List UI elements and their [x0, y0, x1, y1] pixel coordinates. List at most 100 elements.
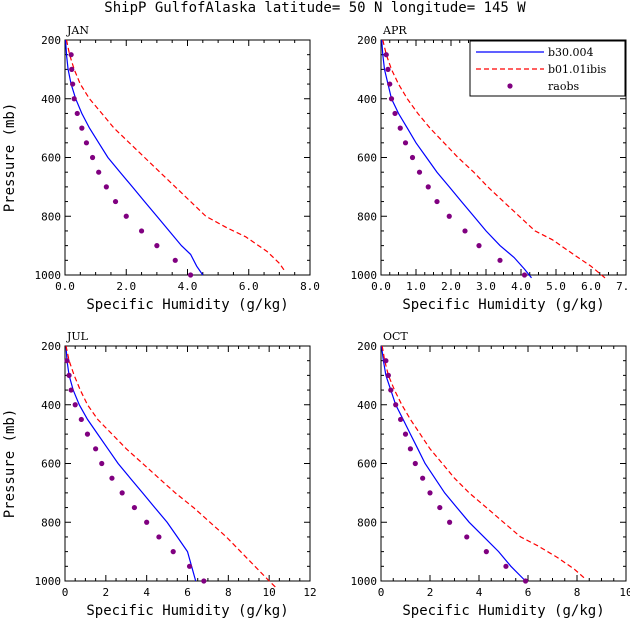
y-tick-label: 1000	[351, 575, 378, 588]
x-tick-label: 8.0	[300, 280, 320, 293]
data-point	[109, 475, 115, 481]
data-point	[398, 416, 404, 423]
y-tick-label: 600	[41, 458, 61, 471]
x-tick-label: 6	[184, 586, 191, 599]
y-tick-label: 200	[41, 34, 61, 47]
data-point	[385, 372, 391, 378]
data-point	[397, 125, 403, 131]
data-point	[119, 490, 125, 496]
data-point	[103, 184, 109, 190]
data-point	[79, 125, 85, 131]
data-point	[69, 66, 75, 72]
series-raobs	[68, 52, 194, 278]
x-tick-label: 6.0	[581, 280, 601, 293]
y-tick-label: 600	[41, 152, 61, 165]
y-tick-label: 600	[357, 152, 377, 165]
x-tick-label: 2.0	[441, 280, 461, 293]
data-point	[393, 402, 399, 408]
series-b01-01ibis-line	[65, 39, 286, 273]
data-point	[522, 578, 529, 584]
data-point	[497, 257, 503, 263]
data-point	[447, 519, 453, 525]
panel-label: OCT	[383, 330, 408, 343]
x-tick-label: 5.0	[546, 280, 566, 293]
data-point	[156, 534, 162, 540]
series-b30-004-line	[380, 345, 526, 582]
data-point	[388, 387, 394, 393]
data-point	[131, 504, 138, 511]
x-tick-label: 4.0	[511, 280, 531, 293]
data-point	[83, 140, 90, 146]
data-point	[383, 358, 389, 364]
x-tick-label: 8	[225, 586, 232, 599]
legend-label: raobs	[548, 80, 579, 93]
data-point	[392, 110, 398, 117]
x-axis-label: Specific Humidity (g/kg)	[402, 603, 604, 619]
data-point	[385, 66, 391, 72]
data-point	[123, 213, 129, 219]
y-tick-label: 800	[357, 210, 377, 223]
data-point	[409, 154, 416, 161]
data-point	[187, 272, 194, 278]
data-point	[476, 243, 482, 249]
data-point	[70, 81, 76, 87]
x-tick-label: 6	[525, 586, 532, 599]
data-point	[416, 169, 423, 175]
series-b30-004-line	[381, 39, 532, 279]
y-axis-label: Pressure (mb)	[2, 103, 18, 213]
panel-label: JAN	[66, 24, 89, 37]
legend: b30.004 b01.01ibis raobs	[469, 40, 626, 97]
x-tick-label: 4	[476, 586, 483, 599]
data-point	[464, 534, 470, 540]
x-tick-label: 8	[574, 586, 581, 599]
panel-label: JUL	[66, 330, 89, 343]
y-tick-label: 400	[41, 93, 61, 106]
data-point	[71, 96, 77, 102]
data-point	[68, 52, 74, 58]
y-tick-label: 800	[41, 210, 61, 223]
data-point	[201, 578, 207, 584]
series-raobs	[383, 52, 528, 278]
data-point	[172, 257, 178, 263]
y-tick-label: 1000	[35, 269, 62, 282]
data-point	[387, 81, 393, 87]
x-axis-label: Specific Humidity (g/kg)	[86, 297, 288, 313]
data-point	[144, 519, 150, 525]
data-point	[89, 154, 96, 161]
data-point	[112, 198, 119, 205]
data-point	[154, 243, 160, 249]
y-axis-label: Pressure (mb)	[2, 409, 18, 519]
data-point	[84, 431, 91, 437]
x-tick-label: 4.0	[178, 280, 198, 293]
x-tick-label: 2	[427, 586, 434, 599]
data-point	[66, 372, 72, 378]
series-b01-01ibis-line	[65, 345, 276, 588]
series-b30-004-line	[65, 345, 197, 582]
figure-title: ShipP GulfofAlaska latitude= 50 N longit…	[104, 0, 526, 16]
data-point	[186, 563, 193, 569]
y-tick-label: 1000	[35, 575, 62, 588]
x-tick-label: 0	[62, 586, 69, 599]
x-tick-label: 0	[378, 586, 385, 599]
series-b01-01ibis-line	[382, 39, 606, 279]
data-point	[434, 198, 440, 205]
data-point	[521, 272, 528, 278]
data-point	[402, 140, 409, 146]
data-point	[483, 549, 489, 555]
y-tick-label: 800	[41, 516, 61, 529]
legend-label: b01.01ibis	[548, 63, 607, 76]
data-point	[462, 228, 468, 234]
plot-frame	[64, 39, 311, 276]
data-point	[72, 402, 78, 408]
data-point	[383, 52, 389, 58]
series-b01-01ibis-line	[381, 345, 585, 579]
data-point	[93, 446, 99, 452]
data-point	[78, 416, 84, 423]
x-tick-label: 10	[263, 586, 276, 599]
data-point	[68, 387, 74, 393]
x-tick-label: 0.0	[371, 280, 391, 293]
